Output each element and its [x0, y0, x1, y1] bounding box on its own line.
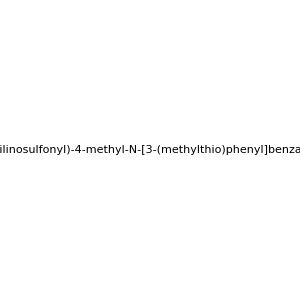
Text: 3-(anilinosulfonyl)-4-methyl-N-[3-(methylthio)phenyl]benzamide: 3-(anilinosulfonyl)-4-methyl-N-[3-(methy…: [0, 145, 300, 155]
